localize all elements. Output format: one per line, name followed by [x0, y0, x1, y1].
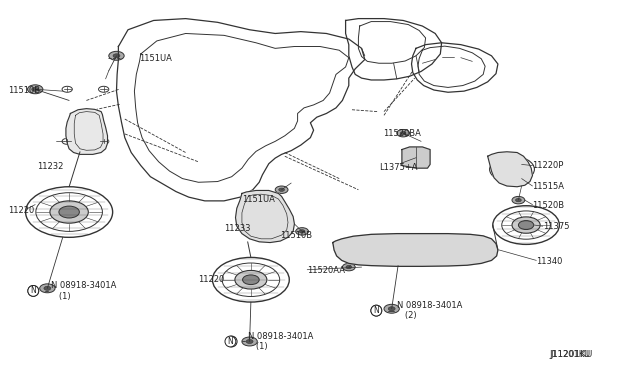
Circle shape — [40, 284, 55, 293]
Circle shape — [357, 245, 375, 255]
Text: 11520BA: 11520BA — [383, 129, 420, 138]
Text: N 08918-3401A
   (1): N 08918-3401A (1) — [248, 332, 314, 351]
Circle shape — [516, 198, 522, 202]
Text: N 08918-3401A
   (2): N 08918-3401A (2) — [397, 301, 462, 320]
Polygon shape — [333, 234, 498, 266]
Text: L1375+A: L1375+A — [379, 163, 417, 172]
Text: 11520B: 11520B — [532, 201, 564, 210]
Text: N: N — [374, 306, 379, 315]
Circle shape — [246, 340, 253, 343]
Circle shape — [433, 245, 451, 255]
Circle shape — [512, 196, 525, 204]
Text: 1151UA: 1151UA — [242, 195, 275, 203]
Circle shape — [242, 337, 257, 346]
Circle shape — [512, 217, 540, 233]
Text: 11340: 11340 — [536, 257, 563, 266]
Circle shape — [455, 245, 473, 255]
Text: 11375: 11375 — [543, 222, 569, 231]
Text: 11510B: 11510B — [280, 231, 312, 240]
Text: N: N — [229, 337, 234, 346]
Text: 11232: 11232 — [37, 162, 63, 171]
Text: N: N — [31, 286, 36, 295]
Text: 11233: 11233 — [224, 224, 250, 233]
Polygon shape — [66, 109, 108, 154]
Circle shape — [476, 245, 494, 255]
Text: N 08918-3401A
   (1): N 08918-3401A (1) — [51, 281, 116, 301]
Circle shape — [28, 85, 43, 94]
Polygon shape — [402, 147, 430, 168]
Circle shape — [279, 188, 285, 191]
Polygon shape — [236, 190, 294, 243]
Circle shape — [388, 307, 395, 311]
Circle shape — [243, 275, 259, 285]
Circle shape — [109, 51, 124, 60]
Text: 11220: 11220 — [8, 206, 34, 215]
Circle shape — [59, 206, 79, 218]
Circle shape — [275, 186, 288, 193]
Circle shape — [506, 166, 518, 173]
Circle shape — [113, 54, 120, 58]
Circle shape — [381, 245, 399, 255]
Text: J11201KU: J11201KU — [550, 350, 591, 359]
Text: J11201KU: J11201KU — [549, 350, 593, 359]
Circle shape — [296, 228, 308, 235]
Circle shape — [518, 221, 534, 230]
Circle shape — [384, 304, 399, 313]
Circle shape — [300, 230, 305, 233]
Circle shape — [401, 131, 406, 135]
Text: 1151UA: 1151UA — [140, 54, 172, 63]
Circle shape — [397, 129, 410, 137]
Circle shape — [346, 266, 352, 269]
Circle shape — [32, 87, 38, 91]
Text: 11220P: 11220P — [532, 161, 564, 170]
Text: 11510B: 11510B — [8, 86, 40, 95]
Text: N: N — [228, 337, 233, 346]
Circle shape — [44, 286, 51, 290]
Text: 11515A: 11515A — [532, 182, 564, 191]
Text: 11520AA: 11520AA — [307, 266, 345, 275]
Circle shape — [235, 270, 267, 289]
Circle shape — [407, 245, 425, 255]
Text: N: N — [374, 306, 379, 315]
Text: 11220: 11220 — [198, 275, 225, 284]
Circle shape — [50, 201, 88, 223]
Circle shape — [498, 161, 526, 177]
Polygon shape — [488, 152, 532, 187]
Text: N: N — [31, 286, 36, 295]
Circle shape — [342, 263, 355, 271]
